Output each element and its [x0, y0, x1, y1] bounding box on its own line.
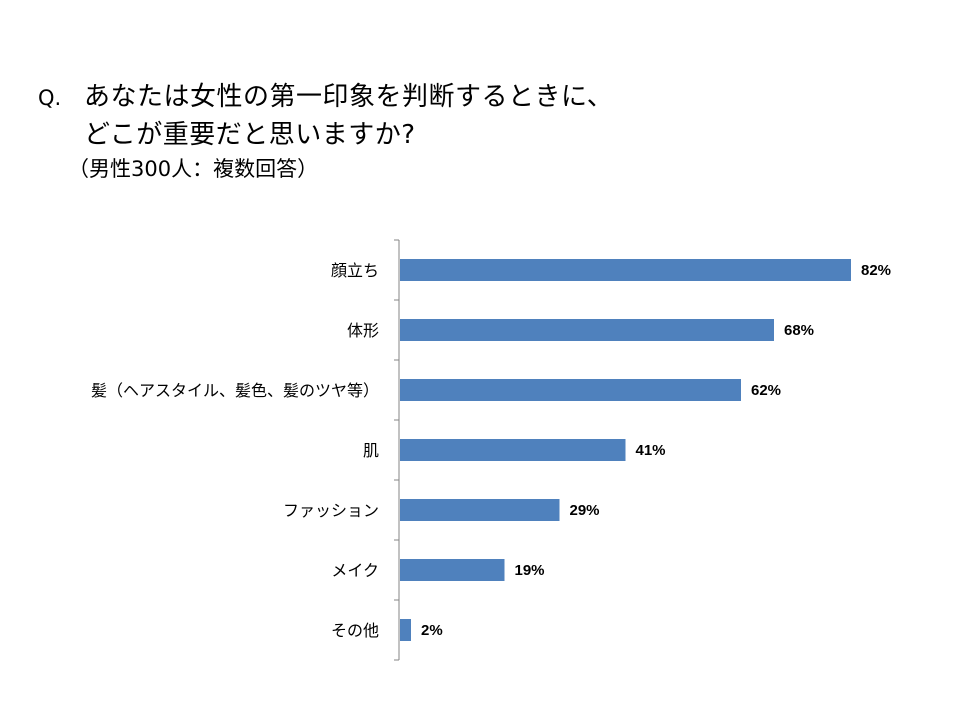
question-prefix: Q. — [38, 86, 62, 110]
data-label: 68% — [784, 322, 814, 339]
data-label: 62% — [751, 382, 781, 399]
data-label: 82% — [861, 262, 891, 279]
bar — [400, 619, 411, 641]
data-label: 19% — [515, 562, 545, 579]
question-text-line-1: あなたは女性の第一印象を判断するときに、 — [84, 82, 614, 112]
category-label: その他 — [331, 621, 379, 640]
bar — [400, 499, 560, 521]
question-line-1: Q. あなたは女性の第一印象を判断するときに、 — [38, 78, 613, 116]
bar — [400, 319, 774, 341]
question-subtitle: （男性300人：複数回答） — [68, 157, 319, 181]
bar — [400, 379, 741, 401]
bar — [400, 559, 505, 581]
data-label: 29% — [570, 502, 600, 519]
data-label: 41% — [636, 442, 666, 459]
bar — [400, 439, 626, 461]
question-text-line-2: どこが重要だと思いますか? — [84, 120, 416, 150]
category-label: ファッション — [283, 501, 379, 520]
category-label: メイク — [331, 561, 379, 580]
category-label: 体形 — [347, 321, 379, 340]
question-block: Q. あなたは女性の第一印象を判断するときに、 どこが重要だと思いますか? （男… — [38, 78, 613, 184]
category-label: 顔立ち — [331, 261, 379, 280]
bar — [400, 259, 851, 281]
category-label: 髪（ヘアスタイル、髪色、髪のツヤ等） — [91, 381, 379, 400]
category-label: 肌 — [363, 441, 379, 460]
data-label: 2% — [421, 622, 443, 639]
